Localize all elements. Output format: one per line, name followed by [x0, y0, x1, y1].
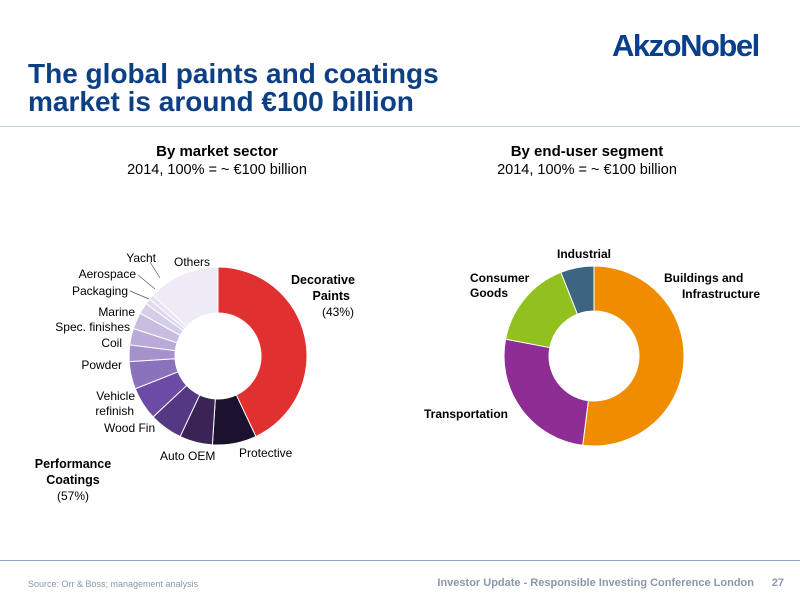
page-number: 27 [771, 577, 784, 589]
label-decorative-1: Decorative [291, 273, 355, 287]
label-marine: Marine [98, 305, 135, 319]
segment-donut [503, 265, 685, 447]
segment-labels: Industrial Consumer Goods Buildings and … [424, 247, 760, 421]
leader-aerospace [137, 274, 156, 290]
label-industrial: Industrial [557, 247, 611, 261]
leader-packaging [129, 290, 150, 300]
segment-slice-transportation [503, 338, 589, 446]
page-title-line-2: market is around €100 billion [28, 86, 414, 117]
label-auto-oem: Auto OEM [160, 449, 215, 463]
label-decorative-pct: (43%) [322, 305, 354, 319]
label-packaging: Packaging [72, 284, 128, 298]
footer-divider [0, 560, 800, 561]
label-aerospace: Aerospace [79, 267, 137, 281]
label-vehicle-1: Vehicle [96, 389, 135, 403]
segment-chart-subtitle: 2014, 100% = ~ €100 billion [497, 162, 677, 178]
label-others: Others [174, 255, 210, 269]
label-performance-2: Coatings [46, 473, 100, 487]
label-spec-finishes: Spec. finishes [55, 320, 130, 334]
label-vehicle-2: refinish [95, 404, 134, 418]
label-buildings-2: Infrastructure [682, 287, 760, 301]
sector-slice-decorative-paints [217, 266, 308, 438]
page-title-line-1: The global paints and coatings [28, 58, 439, 89]
label-yacht: Yacht [126, 251, 156, 265]
sector-donut [128, 266, 308, 446]
label-powder: Powder [81, 358, 122, 372]
label-coil: Coil [101, 336, 122, 350]
sector-chart-heading: By market sector 2014, 100% = ~ €100 bil… [67, 143, 367, 179]
label-protective: Protective [239, 446, 293, 460]
label-buildings-1: Buildings and [664, 271, 743, 285]
sector-chart-title: By market sector [156, 143, 278, 160]
akzonobel-logo: AkzoNobel [612, 28, 760, 63]
title-divider [0, 126, 800, 127]
page-title: The global paints and coatings market is… [28, 60, 548, 116]
sector-labels: Decorative Paints (43%) Protective Auto … [35, 251, 355, 503]
footer-title: Investor Update - Responsible Investing … [437, 577, 754, 589]
label-transportation: Transportation [424, 407, 508, 421]
leader-yacht [149, 261, 161, 279]
segment-slice-industrial [560, 265, 595, 315]
label-performance-pct: (57%) [57, 489, 89, 503]
label-consumer-1: Consumer [470, 271, 530, 285]
label-decorative-2: Paints [312, 289, 350, 303]
sector-slice-others [152, 266, 219, 328]
label-performance-1: Performance [35, 457, 111, 471]
source-note: Source: Orr & Boss; management analysis [28, 579, 199, 589]
label-consumer-2: Goods [470, 286, 508, 300]
label-wood-fin: Wood Fin [104, 421, 155, 435]
segment-chart-heading: By end-user segment 2014, 100% = ~ €100 … [437, 143, 737, 179]
sector-leader-lines [129, 261, 161, 300]
segment-chart-title: By end-user segment [510, 143, 664, 160]
sector-chart-subtitle: 2014, 100% = ~ €100 billion [127, 162, 307, 178]
segment-slice-buildings-and-infrastructure [582, 265, 685, 447]
